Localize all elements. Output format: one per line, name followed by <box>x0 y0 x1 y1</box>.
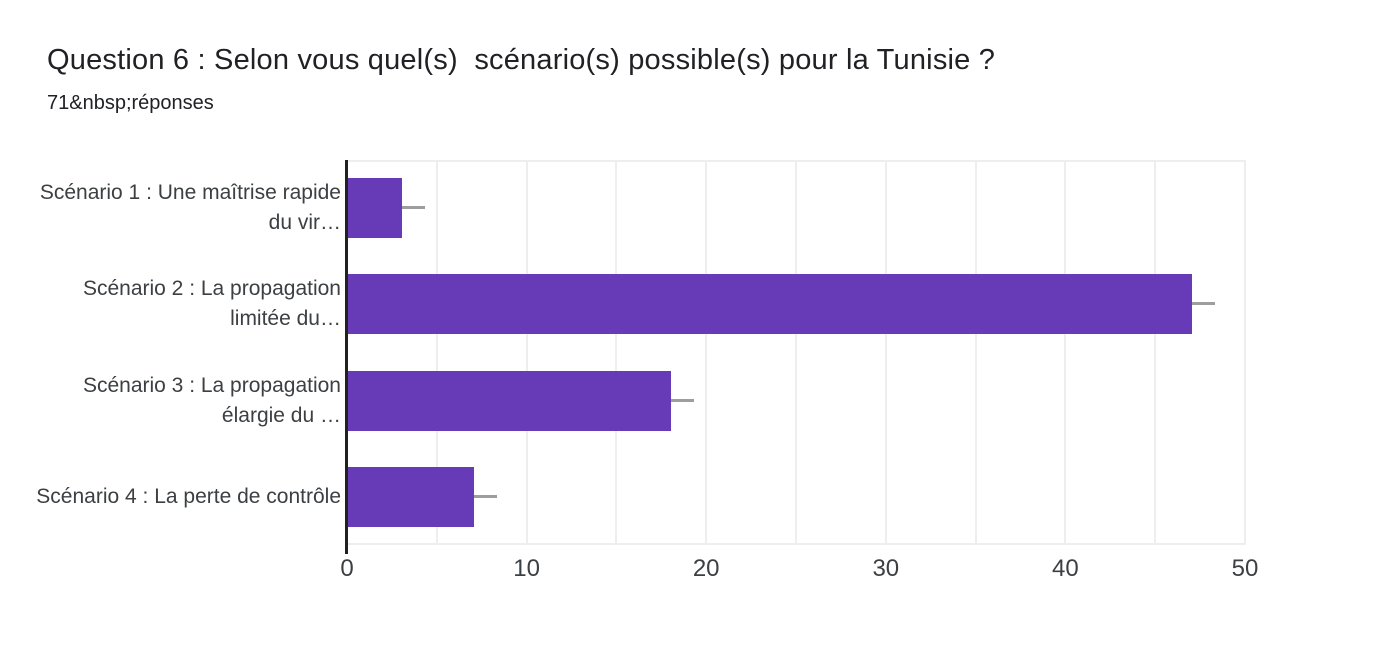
gridline <box>705 160 708 545</box>
bar-whisker <box>473 494 497 498</box>
question-title: Question 6 : Selon vous quel(s) scénario… <box>47 44 996 76</box>
x-tick-label: 10 <box>513 555 540 582</box>
gridline <box>615 160 618 545</box>
responses-count: 71&nbsp;réponses <box>47 92 214 114</box>
gridline <box>974 160 977 545</box>
category-label-line: Scénario 3 : La propagation <box>82 373 341 397</box>
category-label-line: Scénario 4 : La perte de contrôle <box>36 484 341 508</box>
gridline <box>1244 160 1246 545</box>
gridline <box>435 160 438 545</box>
category-label-line: Scénario 2 : La propagation <box>82 277 341 301</box>
category-label-line: Scénario 1 : Une maîtrise rapide <box>39 181 341 205</box>
bar-whisker <box>1192 302 1216 306</box>
category-label-line: élargie du … <box>221 403 341 427</box>
category-label: Scénario 3 : La propagation élargie du … <box>0 371 341 431</box>
gridline <box>795 160 797 545</box>
bar <box>348 466 474 527</box>
x-tick-label: 30 <box>872 555 900 582</box>
category-label: Scénario 4 : La perte de contrôle <box>0 482 341 512</box>
bar-whisker <box>671 398 695 402</box>
x-tick-label: 0 <box>340 555 354 582</box>
x-tick-label: 20 <box>692 555 720 582</box>
category-label: Scénario 2 : La propagation limitée du… <box>0 274 341 334</box>
bar-whisker <box>401 206 425 210</box>
gridline <box>884 160 887 545</box>
x-tick-label: 40 <box>1052 555 1079 582</box>
category-label: Scénario 1 : Une maîtrise rapide du vir… <box>0 178 341 238</box>
bar <box>348 178 402 239</box>
gridline <box>525 160 528 545</box>
gridline <box>1064 160 1067 545</box>
bar <box>348 274 1193 335</box>
bar <box>348 370 672 431</box>
category-label-line: du vir… <box>268 211 341 235</box>
x-tick-label: 50 <box>1231 555 1259 582</box>
y-axis-baseline <box>345 160 348 554</box>
category-label-line: limitée du… <box>230 307 341 331</box>
gridline <box>1154 160 1157 545</box>
